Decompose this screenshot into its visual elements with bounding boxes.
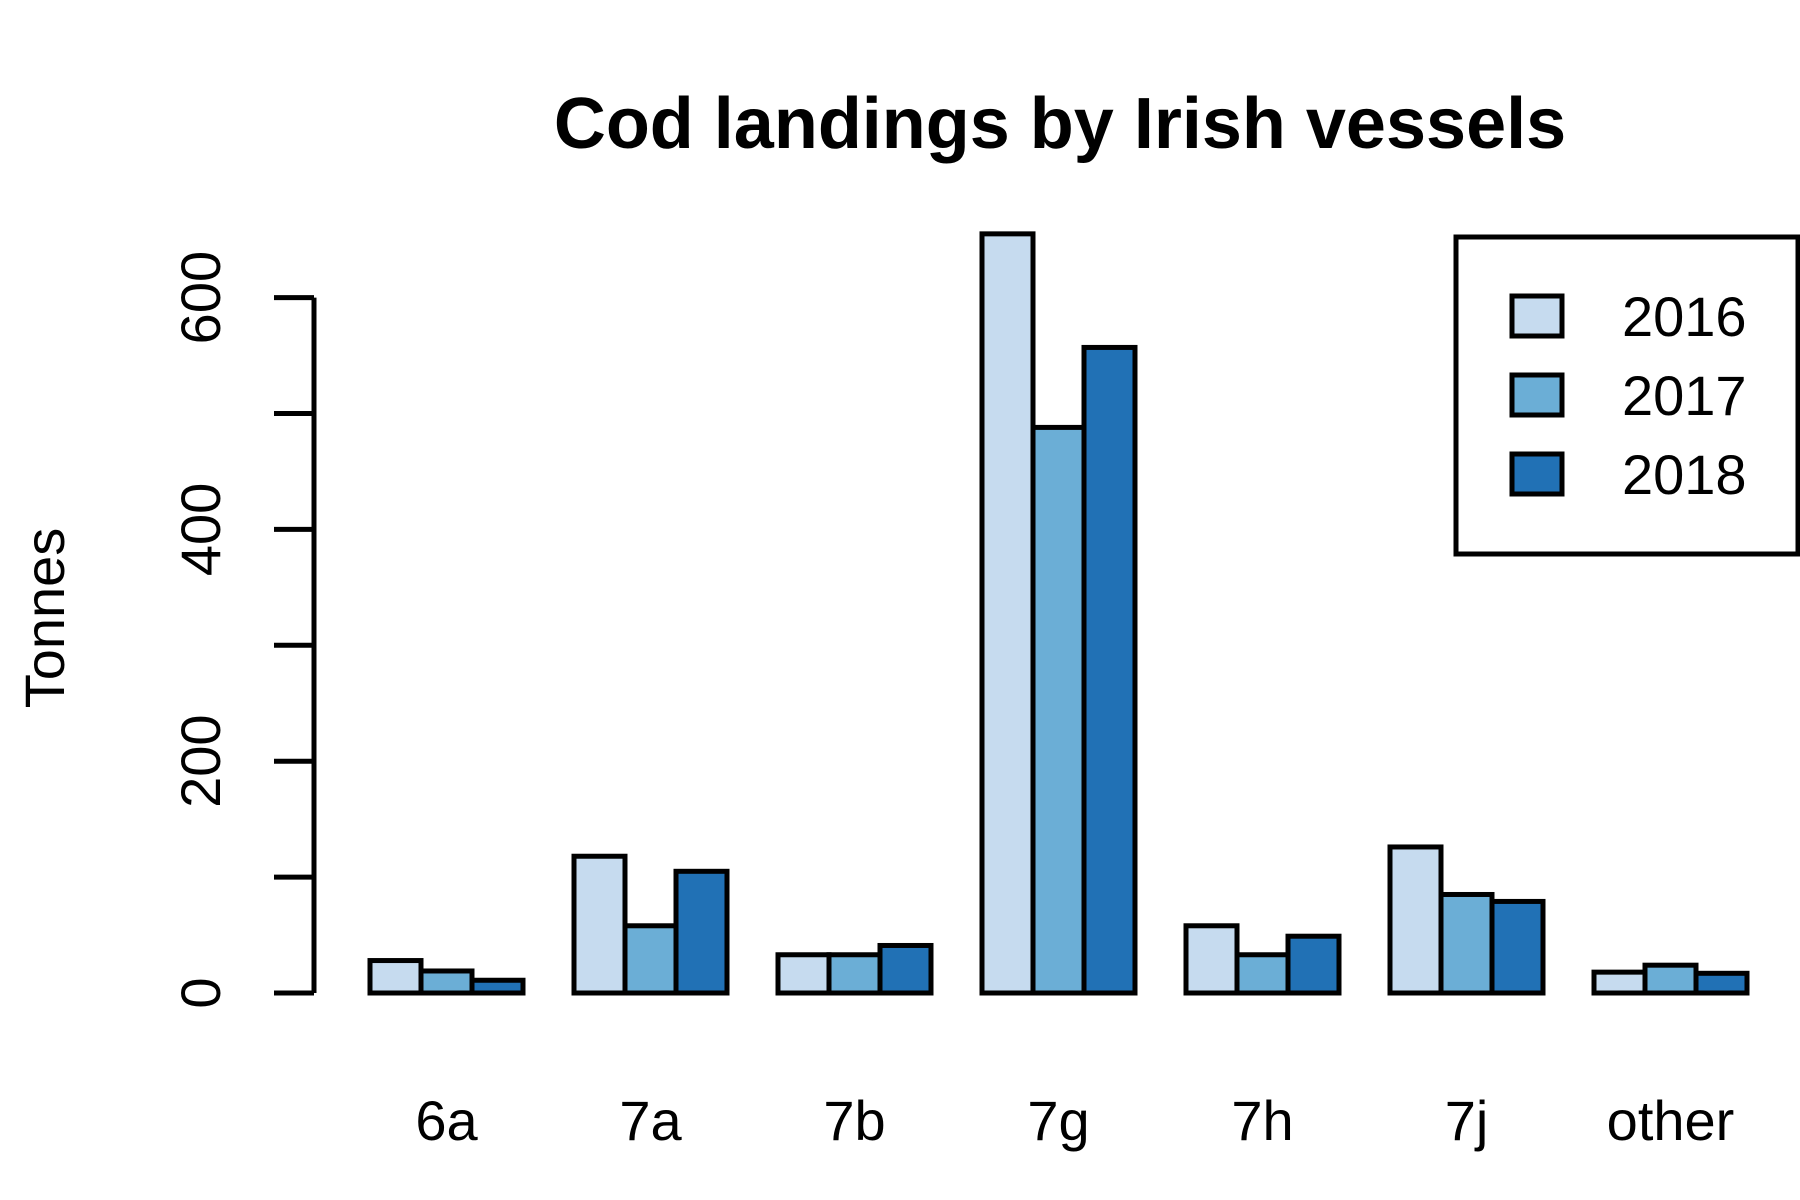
bar-7a-2018: [673, 868, 730, 996]
bar-other-2018: [1693, 970, 1750, 996]
bar-7g-2017: [1030, 424, 1087, 996]
category-label-7j: 7j: [1445, 1089, 1489, 1152]
y-tick-label: 600: [169, 251, 232, 344]
bar-7h-2017: [1234, 952, 1291, 996]
category-label-6a: 6a: [415, 1089, 478, 1152]
bar-7j-2018: [1489, 898, 1546, 996]
y-tick-label: 400: [169, 483, 232, 576]
bar-7g-2016: [979, 231, 1036, 996]
y-axis: 0 200 400 600: [169, 251, 317, 1009]
bar-7a-2017: [622, 923, 679, 996]
bars: [367, 231, 1750, 996]
bar-6a-2016: [367, 958, 424, 996]
legend-swatch-2017: [1509, 372, 1565, 418]
bar-6a-2018: [469, 977, 526, 996]
legend-label-2018: 2018: [1622, 443, 1747, 506]
legend-swatch-2016: [1509, 293, 1565, 339]
y-axis-label: Tonnes: [13, 528, 76, 709]
category-label-7a: 7a: [619, 1089, 682, 1152]
category-label-other: other: [1607, 1089, 1735, 1152]
bar-7h-2016: [1183, 923, 1240, 996]
bar-7a-2016: [571, 853, 628, 996]
y-tick-label: 200: [169, 714, 232, 807]
bar-7h-2018: [1285, 933, 1342, 996]
bar-7b-2016: [775, 952, 832, 996]
bar-7g-2018: [1081, 344, 1138, 996]
bar-other-2017: [1642, 962, 1699, 996]
chart-title: Cod landings by Irish vessels: [554, 84, 1566, 164]
category-label-7g: 7g: [1027, 1089, 1089, 1152]
bar-6a-2017: [418, 968, 475, 996]
bar-7j-2017: [1438, 891, 1495, 996]
category-label-7h: 7h: [1231, 1089, 1293, 1152]
legend: 2016 2017 2018: [1453, 234, 1800, 557]
bar-other-2016: [1591, 969, 1648, 996]
legend-swatch-2018: [1509, 451, 1565, 497]
legend-label-2017: 2017: [1622, 364, 1747, 427]
bar-7b-2018: [877, 942, 934, 996]
category-labels: 6a 7a 7b 7g 7h 7j other: [415, 1089, 1734, 1152]
y-tick-label: 0: [169, 977, 232, 1008]
legend-label-2016: 2016: [1622, 285, 1747, 348]
bar-7j-2016: [1387, 844, 1444, 996]
category-label-7b: 7b: [823, 1089, 885, 1152]
bar-7b-2017: [826, 952, 883, 996]
